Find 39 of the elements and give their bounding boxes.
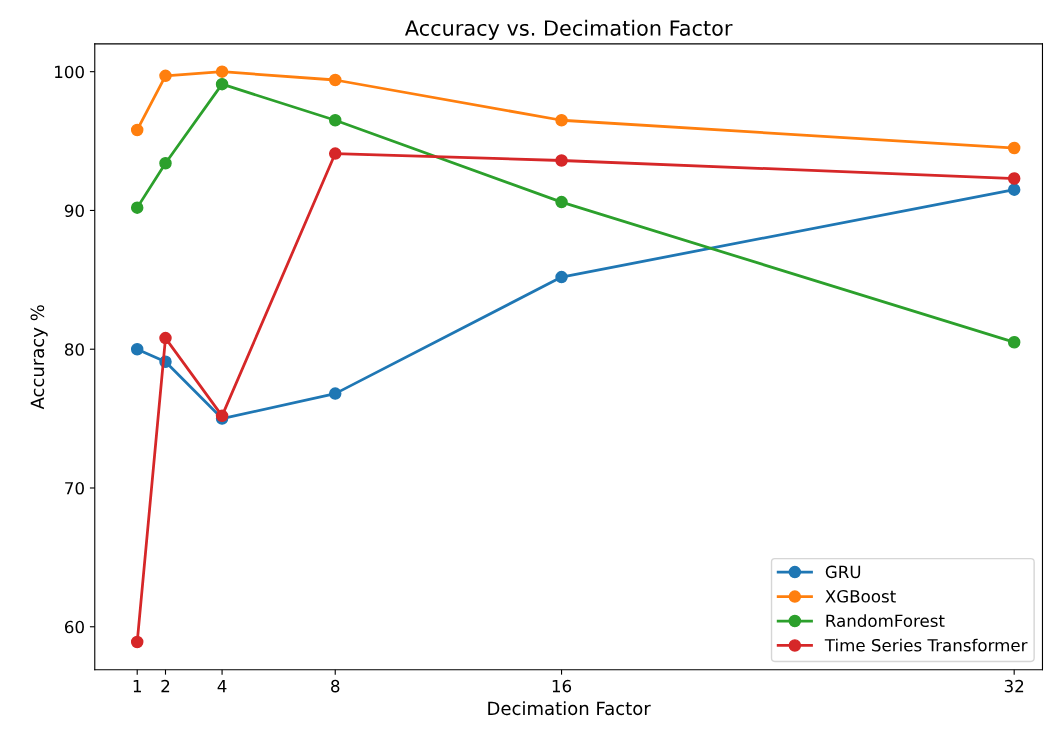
legend-label: RandomForest (826, 614, 945, 628)
point (1007, 336, 1021, 349)
point (1007, 183, 1021, 196)
legend-label: GRU (825, 565, 861, 579)
point (215, 77, 229, 91)
y-tick-label: 80 (64, 343, 84, 356)
x-tick-label: 4 (217, 680, 227, 693)
point (159, 157, 172, 170)
point (328, 147, 342, 160)
point (1007, 141, 1021, 155)
point (130, 635, 144, 649)
legend-label: XGBoost (825, 590, 896, 603)
point (555, 154, 568, 167)
point (130, 342, 144, 356)
point (328, 73, 342, 87)
point (555, 113, 568, 127)
x-tick-label: 8 (331, 679, 340, 693)
point (130, 201, 144, 214)
chart-title: Accuracy vs. Decimation Factor (404, 19, 733, 40)
y-tick-label: 70 (65, 481, 84, 495)
x-tick-label: 16 (552, 679, 572, 693)
point (159, 69, 172, 83)
point (328, 387, 342, 400)
point (215, 65, 229, 78)
x-tick-label: 2 (161, 679, 170, 693)
y-tick-label: 60 (65, 620, 84, 634)
point (328, 113, 342, 127)
legend-label: Time Series Transformer (824, 638, 1028, 652)
point (1007, 172, 1021, 185)
point (159, 331, 172, 345)
y-tick-label: 90 (64, 204, 84, 218)
x-tick-label: 32 (1004, 679, 1024, 693)
x-tick-label: 1 (133, 680, 141, 693)
y-axis-title: Accuracy % (30, 305, 48, 410)
y-tick-label: 100 (55, 65, 84, 79)
point (130, 123, 144, 137)
point (555, 195, 568, 209)
point (555, 270, 568, 284)
x-axis-title: Decimation Factor (488, 701, 651, 716)
